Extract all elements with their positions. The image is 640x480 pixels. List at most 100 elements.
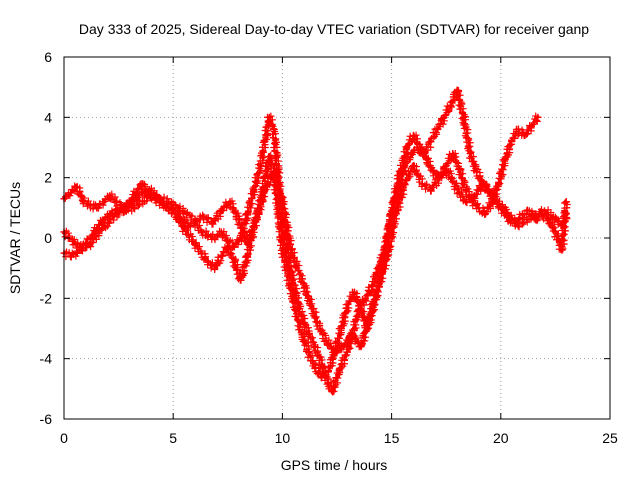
data-point [230,258,238,266]
series-track-b [60,112,542,382]
data-point [112,210,120,218]
data-point [200,213,208,221]
data-point [278,198,286,206]
data-point [86,201,94,209]
data-point [224,243,232,251]
data-point [368,282,376,290]
data-point [191,216,199,224]
data-point [479,180,487,188]
data-point [69,237,77,245]
data-point [174,204,182,212]
data-point [392,210,400,218]
data-point [551,228,559,236]
data-point [139,198,147,206]
data-point [462,198,470,206]
data-point [534,113,542,121]
data-point [73,183,81,191]
data-point [447,101,455,109]
data-point [433,125,441,133]
data-point [226,198,234,206]
y-tick-label: -2 [40,290,53,306]
data-point [217,252,225,260]
y-tick-label: -4 [40,351,53,367]
data-point [80,198,88,206]
data-point [211,234,219,242]
data-point [204,231,212,239]
data-point [519,210,527,218]
data-point [475,204,483,212]
data-point [409,131,417,139]
data-point [106,192,114,200]
data-point [243,252,251,260]
series-track-c [60,162,571,357]
data-point [444,168,452,176]
data-point [99,198,107,206]
data-point [357,306,365,314]
data-point [521,131,529,139]
data-point [252,216,260,224]
data-point [182,210,190,218]
data-point [497,204,505,212]
data-point [305,294,313,302]
data-point [318,373,326,381]
data-point [67,189,75,197]
data-point [508,137,516,145]
data-point [165,198,173,206]
data-point [416,144,424,151]
data-point [204,258,212,266]
data-point [471,192,479,200]
data-point [401,180,409,188]
data-point [270,125,278,133]
chart-title: Day 333 of 2025, Sidereal Day-to-day VTE… [79,21,589,37]
data-point [335,367,343,375]
data-point [292,306,300,314]
data-point [278,246,286,254]
data-point [235,216,243,224]
data-point [403,144,411,151]
data-point [318,361,326,369]
data-point [383,252,391,260]
data-point [453,186,461,194]
data-point [342,352,350,360]
data-point [311,364,319,372]
data-point [357,343,365,351]
data-point [423,156,431,164]
x-tick-label: 5 [169,430,177,446]
data-point [514,125,522,133]
data-point [344,300,352,308]
data-point [305,349,313,357]
data-point [93,204,101,212]
data-point [211,264,219,272]
data-point [198,249,206,257]
data-point [217,228,225,236]
data-point [525,207,533,215]
data-point [429,168,437,176]
data-point [473,168,481,176]
grid-layer [64,57,610,419]
data-point [104,219,112,227]
data-point [527,122,535,130]
y-tick-label: 0 [44,230,52,246]
data-point [396,168,404,176]
data-point [418,180,426,188]
data-point [305,331,313,339]
data-point [331,349,339,357]
data-point [261,137,269,145]
data-point [558,222,566,230]
data-point [178,222,186,230]
data-point [462,186,470,194]
data-point [501,156,509,164]
data-point [558,246,566,254]
data-point [409,162,417,170]
data-point [532,210,540,218]
data-point [224,237,232,245]
data-point [436,174,444,182]
data-point [184,231,192,239]
data-point [261,174,269,182]
series-track-a [60,86,571,396]
data-point [311,343,319,351]
data-point [86,240,94,248]
data-point [540,207,548,215]
data-point [466,150,474,158]
data-point [77,246,85,254]
